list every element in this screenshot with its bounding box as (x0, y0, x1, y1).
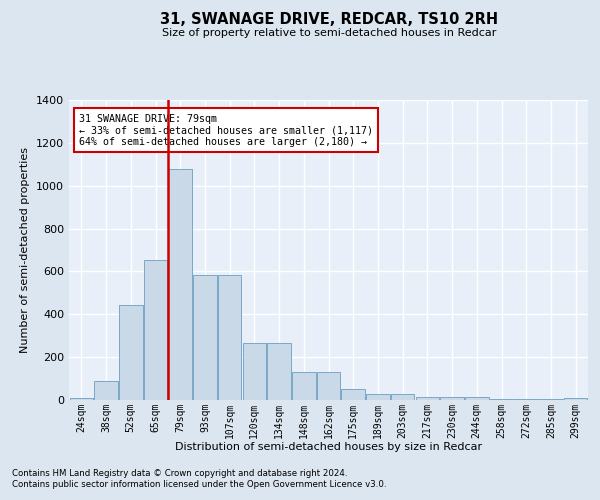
Bar (218, 274, 241, 400)
Text: Distribution of semi-detached houses by size in Redcar: Distribution of semi-detached houses by … (175, 442, 482, 452)
Bar (366, 394, 389, 400)
Text: Size of property relative to semi-detached houses in Redcar: Size of property relative to semi-detach… (161, 28, 496, 38)
Text: 31 SWANAGE DRIVE: 79sqm
← 33% of semi-detached houses are smaller (1,117)
64% of: 31 SWANAGE DRIVE: 79sqm ← 33% of semi-de… (79, 114, 373, 146)
Bar (94, 380, 118, 400)
Bar (119, 304, 143, 400)
Bar (144, 260, 167, 400)
Bar (169, 168, 192, 400)
Text: Contains HM Land Registry data © Crown copyright and database right 2024.: Contains HM Land Registry data © Crown c… (12, 469, 347, 478)
Bar (440, 397, 464, 400)
Bar (341, 390, 365, 400)
Text: Contains public sector information licensed under the Open Government Licence v3: Contains public sector information licen… (12, 480, 386, 489)
Bar (490, 399, 513, 400)
Bar (193, 274, 217, 400)
Bar (465, 397, 488, 400)
Bar (268, 343, 291, 400)
Bar (242, 343, 266, 400)
Bar (70, 398, 93, 400)
Y-axis label: Number of semi-detached properties: Number of semi-detached properties (20, 147, 31, 353)
Bar (564, 398, 587, 400)
Bar (292, 372, 316, 400)
Bar (317, 372, 340, 400)
Text: 31, SWANAGE DRIVE, REDCAR, TS10 2RH: 31, SWANAGE DRIVE, REDCAR, TS10 2RH (160, 12, 498, 28)
Bar (391, 394, 415, 400)
Bar (416, 397, 439, 400)
